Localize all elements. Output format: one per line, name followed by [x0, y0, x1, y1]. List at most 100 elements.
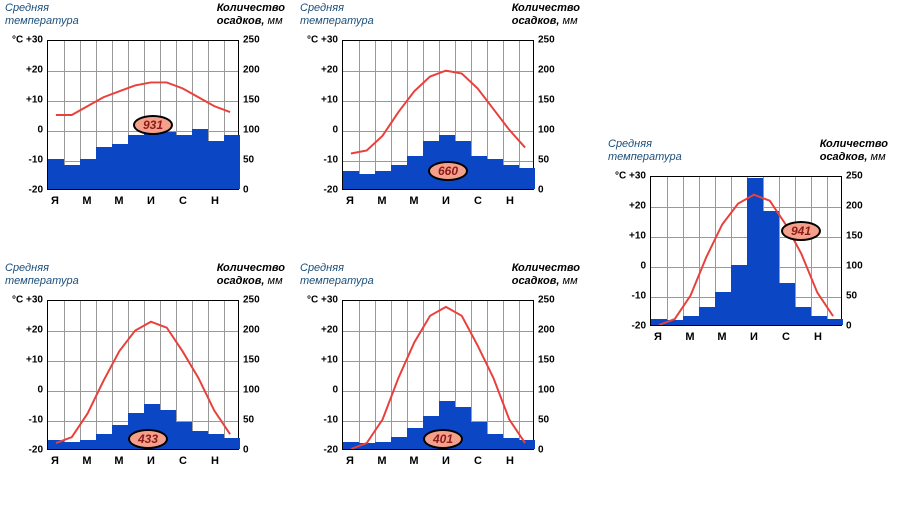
precip-bar — [667, 320, 683, 325]
precip-bar — [192, 431, 208, 449]
precip-bar — [487, 434, 503, 449]
precip-bar — [128, 135, 144, 189]
temp-tick: -10 — [300, 415, 338, 426]
temp-tick: +20 — [300, 325, 338, 336]
precip-bar — [827, 319, 843, 325]
month-tick: И — [147, 455, 155, 467]
right-axis-title: Количествоосадков, мм — [512, 262, 580, 288]
precip-tick: 150 — [243, 355, 260, 366]
month-tick: М — [82, 455, 91, 467]
right-axis-title: Количествоосадков, мм — [217, 2, 285, 28]
climate-chart-c3: Средняя температура Количествоосадков, мм… — [5, 262, 285, 482]
left-axis-title: Средняя температура — [5, 2, 79, 28]
month-tick: М — [685, 331, 694, 343]
temp-tick: +20 — [5, 325, 43, 336]
precip-bar — [407, 428, 423, 449]
plot-area: 931 — [47, 40, 239, 190]
temp-tick: °C +30 — [5, 295, 43, 306]
precip-bar — [80, 440, 96, 449]
precip-bar — [343, 171, 359, 189]
precip-bar — [391, 437, 407, 449]
temp-tick: +10 — [300, 95, 338, 106]
month-tick: Я — [346, 195, 354, 207]
precip-bar — [208, 434, 224, 449]
precip-tick: 50 — [846, 291, 857, 302]
temp-tick: °C +30 — [5, 35, 43, 46]
precip-bar — [64, 442, 80, 449]
climate-chart-c2: Средняя температура Количествоосадков, мм… — [300, 2, 580, 222]
month-tick: Н — [506, 455, 514, 467]
precip-bar — [96, 434, 112, 449]
temp-tick: +20 — [608, 201, 646, 212]
left-axis-title: Средняя температура — [608, 138, 682, 164]
precip-tick: 50 — [538, 155, 549, 166]
precip-bar — [519, 168, 535, 189]
temp-tick: +10 — [5, 355, 43, 366]
precip-tick: 250 — [538, 295, 555, 306]
precip-unit: мм — [871, 151, 886, 163]
temp-tick: °C +30 — [300, 35, 338, 46]
precip-tick: 50 — [243, 155, 254, 166]
right-axis-title: Количествоосадков, мм — [512, 2, 580, 28]
temp-tick: -10 — [608, 291, 646, 302]
temp-tick: -10 — [300, 155, 338, 166]
temp-tick: +10 — [5, 95, 43, 106]
precip-tick: 0 — [846, 321, 852, 332]
precip-bar — [747, 178, 763, 325]
annual-total-badge: 401 — [423, 429, 463, 449]
month-tick: М — [82, 195, 91, 207]
month-tick: Я — [51, 455, 59, 467]
month-tick: С — [179, 195, 187, 207]
precip-unit: мм — [268, 15, 283, 27]
precip-bar — [811, 316, 827, 325]
precip-tick: 200 — [538, 325, 555, 336]
precip-bar — [160, 132, 176, 189]
precip-bar — [651, 319, 667, 325]
precip-tick: 0 — [538, 185, 544, 196]
annual-total-badge: 941 — [781, 221, 821, 241]
temp-tick: 0 — [608, 261, 646, 272]
precip-bar — [64, 165, 80, 189]
month-tick: Н — [814, 331, 822, 343]
precip-tick: 100 — [243, 125, 260, 136]
left-axis-title: Средняя температура — [5, 262, 79, 288]
precip-bar — [375, 171, 391, 189]
precip-bar — [519, 440, 535, 449]
month-tick: М — [114, 195, 123, 207]
left-axis-title: Средняя температура — [300, 2, 374, 28]
precip-bar — [208, 141, 224, 189]
temp-tick: +10 — [300, 355, 338, 366]
precip-bar — [96, 147, 112, 189]
precip-bar — [359, 443, 375, 449]
month-tick: И — [442, 195, 450, 207]
temp-tick: +20 — [300, 65, 338, 76]
precip-unit: мм — [563, 15, 578, 27]
precip-bar — [224, 438, 240, 449]
precip-bar — [359, 174, 375, 189]
month-tick: М — [409, 455, 418, 467]
precip-tick: 150 — [846, 231, 863, 242]
month-tick: С — [782, 331, 790, 343]
temp-tick: -10 — [5, 155, 43, 166]
month-tick: С — [179, 455, 187, 467]
precip-tick: 200 — [538, 65, 555, 76]
precip-tick: 150 — [538, 95, 555, 106]
month-tick: М — [377, 195, 386, 207]
right-axis-title: Количествоосадков, мм — [217, 262, 285, 288]
month-tick: С — [474, 195, 482, 207]
precip-tick: 50 — [243, 415, 254, 426]
precip-tick: 150 — [243, 95, 260, 106]
month-tick: Н — [211, 455, 219, 467]
precip-bar — [343, 442, 359, 449]
precip-bar — [471, 156, 487, 189]
precip-bar — [503, 438, 519, 449]
precip-bar — [795, 307, 811, 325]
precip-bar — [407, 156, 423, 189]
plot-area: 660 — [342, 40, 534, 190]
precip-tick: 0 — [243, 185, 249, 196]
precip-bar — [112, 425, 128, 449]
precip-tick: 250 — [846, 171, 863, 182]
precip-bar — [471, 422, 487, 449]
precip-tick: 150 — [538, 355, 555, 366]
month-tick: И — [442, 455, 450, 467]
